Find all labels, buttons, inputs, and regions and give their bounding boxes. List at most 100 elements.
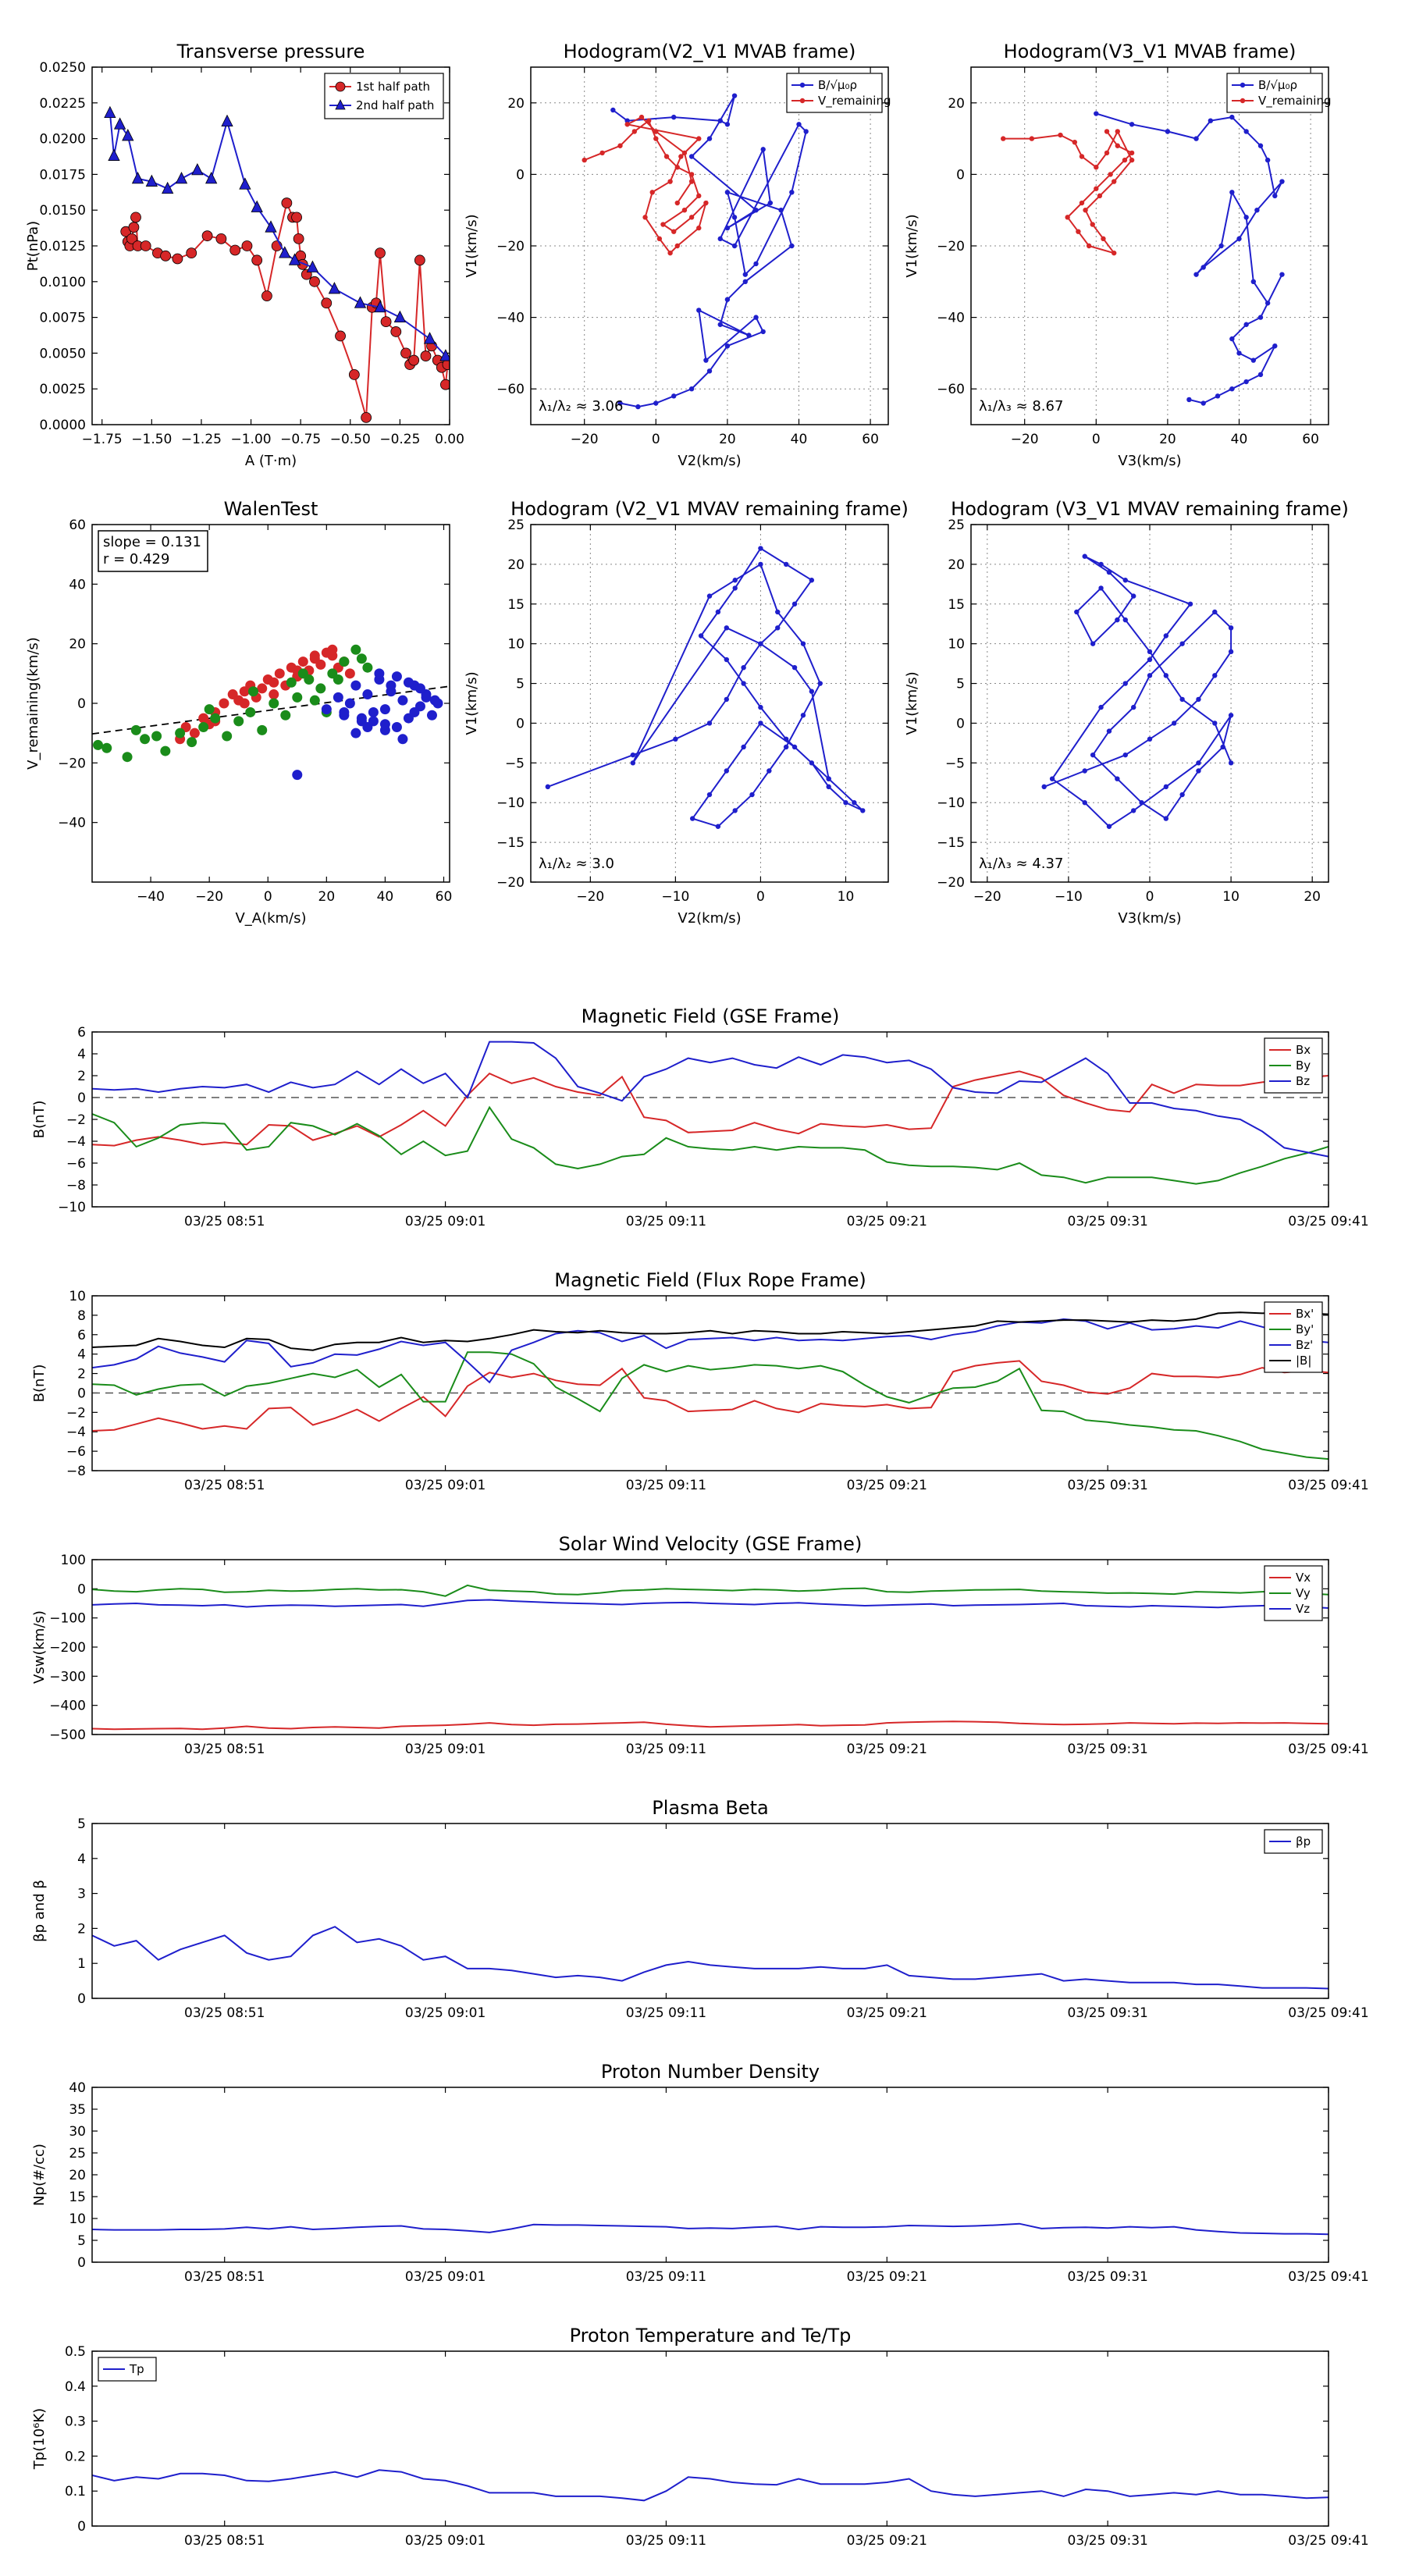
scatter-point-series-2 xyxy=(414,683,425,694)
annotation-text: λ₁/λ₂ ≈ 3.0 xyxy=(539,856,614,872)
legend-box xyxy=(324,73,444,119)
y-tick-label: 0.0025 xyxy=(40,382,86,397)
y-tick-label: −20 xyxy=(58,756,86,771)
y-tick-label: 0 xyxy=(516,167,525,183)
y-tick-label: 100 xyxy=(61,1553,86,1568)
x-axis-label: V3(km/s) xyxy=(1118,910,1181,927)
point-b xyxy=(760,329,766,335)
point-series-0 xyxy=(1098,585,1104,591)
point-1st-half-path xyxy=(420,350,432,361)
point-v-remaining xyxy=(642,215,648,220)
y-tick-label: 10 xyxy=(948,637,965,653)
plot-area xyxy=(582,93,809,410)
scatter-point-series-2 xyxy=(368,706,379,717)
point-series-0 xyxy=(1228,649,1234,655)
y-tick-label: 2 xyxy=(77,1069,86,1084)
point-v-remaining xyxy=(674,243,680,249)
y-tick-label: −40 xyxy=(937,311,965,326)
plot-area xyxy=(92,1584,1329,1731)
point-v-remaining xyxy=(1079,200,1085,206)
scatter-point-series-0 xyxy=(297,656,308,667)
y-axis-label: V1(km/s) xyxy=(464,214,480,277)
y-axis-label: Np(#/cc) xyxy=(31,2144,48,2206)
scatter-point-series-1 xyxy=(257,724,268,735)
point-v-remaining xyxy=(696,193,702,199)
legend-label: Vz xyxy=(1296,1602,1310,1616)
annotation-text: r = 0.429 xyxy=(103,551,169,568)
point-series-0 xyxy=(1139,800,1144,806)
x-tick-label: 0 xyxy=(1146,889,1154,905)
y-tick-label: 0 xyxy=(956,716,965,731)
point-series-0 xyxy=(852,800,857,806)
point-series-0 xyxy=(1212,720,1218,726)
y-axis-label: B(nT) xyxy=(31,1364,48,1403)
x-tick-label: −10 xyxy=(1055,889,1083,905)
point-b xyxy=(731,215,738,220)
plot-area xyxy=(1001,111,1285,406)
y-tick-label: −10 xyxy=(937,795,965,811)
y-tick-label: −400 xyxy=(49,1699,86,1714)
point-b xyxy=(1229,336,1235,342)
y-tick-label: −2 xyxy=(66,1405,86,1421)
scatter-point-series-2 xyxy=(403,677,414,688)
point-series-0 xyxy=(1115,617,1120,623)
x-tick-label: 03/25 08:51 xyxy=(184,1478,265,1493)
point-2nd-half-path xyxy=(279,246,291,258)
scatter-point-series-0 xyxy=(219,698,229,709)
x-tick-label: 03/25 09:21 xyxy=(847,2533,927,2549)
point-1st-half-path xyxy=(361,411,372,423)
scatter-point-series-2 xyxy=(350,680,361,691)
point-v-remaining xyxy=(1086,243,1092,249)
x-axis-label: V_A(km/s) xyxy=(235,910,306,927)
y-tick-label: 10 xyxy=(69,2211,86,2227)
point-series-0 xyxy=(826,776,831,781)
y-tick-label: 0 xyxy=(77,696,86,712)
legend-label: 2nd half path xyxy=(356,98,434,112)
y-tick-label: −40 xyxy=(58,816,86,831)
point-v-remaining xyxy=(1072,139,1078,145)
point-2nd-half-path xyxy=(288,253,301,265)
fit-line xyxy=(92,685,450,735)
series-line-np xyxy=(92,2222,1329,2236)
chart-title: Magnetic Field (Flux Rope Frame) xyxy=(554,1269,866,1291)
x-tick-label: 03/25 09:31 xyxy=(1067,2269,1147,2285)
y-tick-label: 60 xyxy=(69,518,86,533)
point-series-0 xyxy=(1122,578,1128,583)
point-b xyxy=(724,297,731,302)
x-tick-label: 03/25 09:11 xyxy=(626,2005,706,2021)
y-tick-label: 0.1 xyxy=(65,2484,86,2500)
point-1st-half-path xyxy=(281,197,293,208)
legend-marker xyxy=(335,99,346,110)
annotation-box xyxy=(98,530,208,572)
y-tick-label: 5 xyxy=(956,677,965,692)
point-series-0 xyxy=(1147,656,1153,663)
scatter-point-series-2 xyxy=(426,710,437,720)
point-v-remaining xyxy=(582,157,587,163)
x-tick-label: 03/25 09:21 xyxy=(847,1742,927,1757)
legend-marker xyxy=(1240,98,1246,104)
y-tick-label: 6 xyxy=(77,1328,86,1343)
point-b xyxy=(767,200,774,206)
scatter-point-series-2 xyxy=(429,695,440,706)
x-tick-label: 03/25 09:21 xyxy=(847,1478,927,1493)
series-line-by xyxy=(92,1105,1329,1185)
scatter-point-series-0 xyxy=(327,644,338,655)
point-v-remaining xyxy=(1129,157,1135,163)
point-series-0 xyxy=(758,546,763,551)
point-v-remaining xyxy=(1065,215,1070,220)
point-series-0 xyxy=(741,665,746,671)
scatter-point-series-2 xyxy=(391,671,402,682)
chart-title: Proton Number Density xyxy=(601,2061,820,2083)
point-v-remaining xyxy=(1094,165,1099,170)
x-tick-label: −0.50 xyxy=(330,432,371,447)
point-v-remaining xyxy=(667,250,673,256)
point-b xyxy=(803,129,809,134)
point-b xyxy=(796,122,802,127)
scatter-point-series-0 xyxy=(274,668,285,679)
point-series-0 xyxy=(1082,768,1087,774)
point-1st-half-path xyxy=(390,326,402,337)
point-series-0 xyxy=(706,792,713,798)
y-tick-label: −2 xyxy=(66,1112,86,1128)
y-tick-label: 0 xyxy=(956,167,965,183)
